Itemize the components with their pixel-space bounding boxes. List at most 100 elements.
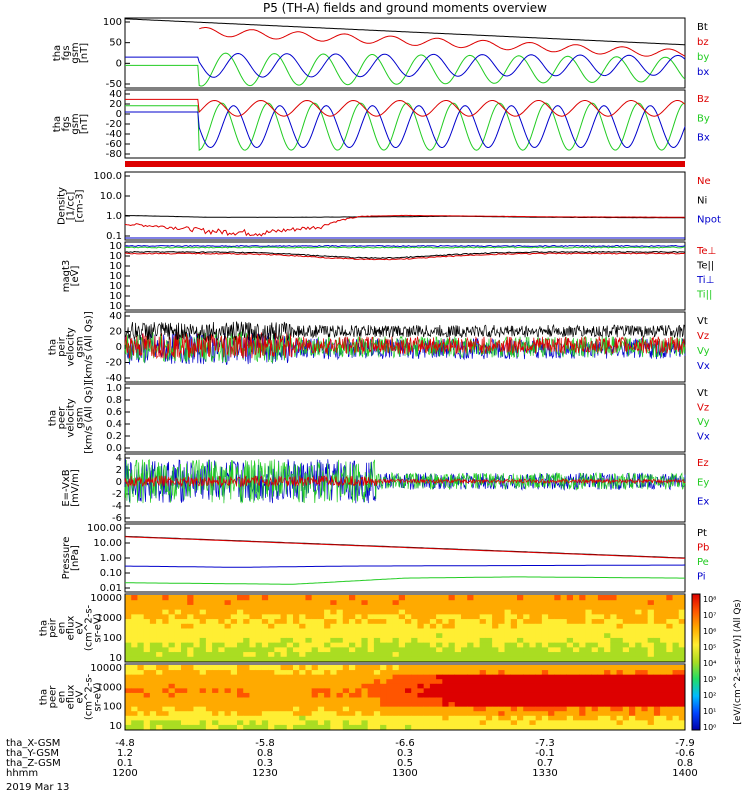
heat-cell — [187, 683, 194, 689]
legend-Ey: Ey — [697, 477, 709, 488]
heat-cell — [454, 719, 462, 725]
heat-cell — [510, 604, 518, 610]
heat-cell — [237, 637, 244, 643]
heat-cell — [268, 632, 275, 638]
heat-cell — [616, 595, 624, 601]
heat-cell — [261, 632, 269, 638]
series-temp — [124, 250, 686, 259]
heat-cell — [473, 628, 481, 634]
heat-cell — [187, 613, 194, 620]
heat-cell — [274, 719, 282, 725]
heat-cell — [156, 715, 163, 721]
heat-cell — [448, 678, 456, 684]
heat-cell — [205, 687, 213, 693]
heat-cell — [149, 599, 157, 605]
heat-cell — [566, 628, 574, 634]
heat-cell — [317, 724, 325, 730]
heat-cell — [591, 678, 599, 684]
heat-cell — [454, 642, 462, 648]
heat-cell — [386, 715, 394, 721]
ylabel-line: eflux — [66, 616, 77, 641]
heat-cell — [156, 701, 163, 707]
heat-cell — [367, 618, 375, 624]
heat-cell — [324, 692, 331, 698]
heat-cell — [560, 646, 568, 653]
heat-cell — [311, 595, 319, 601]
legend-Bz: Bz — [697, 94, 709, 105]
heat-cell — [411, 665, 418, 671]
heat-cell — [280, 651, 288, 657]
heat-cell — [436, 674, 443, 680]
heat-cell — [261, 692, 269, 698]
heat-cell — [361, 642, 369, 648]
heat-cell — [523, 646, 530, 653]
heat-cell — [212, 724, 219, 730]
heat-cell — [137, 665, 145, 671]
heat-cell — [411, 646, 418, 653]
xaxis-value: -0.6 — [675, 748, 695, 759]
heat-cell — [324, 715, 331, 721]
ytick-label: 10 — [109, 271, 122, 282]
heat-cell — [268, 651, 275, 657]
heat-cell — [647, 651, 655, 657]
heat-cell — [311, 674, 319, 680]
heat-cell — [641, 710, 649, 716]
heat-cell — [218, 642, 226, 648]
heat-cell — [398, 683, 406, 689]
heat-cell — [224, 656, 232, 662]
ytick-label: 0.01 — [100, 583, 122, 594]
ylabel-line: sr-eV) — [93, 613, 104, 642]
heat-cell — [293, 697, 300, 703]
heat-cell — [317, 623, 325, 629]
heat-cell — [591, 642, 599, 648]
heat-cell — [137, 719, 145, 725]
heat-cell — [199, 642, 207, 648]
legend-by: by — [697, 52, 709, 63]
heat-cell — [423, 613, 431, 620]
heat-cell — [454, 613, 462, 620]
heat-cell — [305, 724, 313, 730]
heat-cell — [629, 628, 636, 634]
heat-cell — [635, 637, 642, 643]
heat-cell — [162, 613, 170, 620]
heat-cell — [622, 613, 630, 620]
heat-cell — [355, 669, 362, 675]
heat-cell — [467, 674, 474, 680]
heat-cell — [212, 719, 219, 725]
heat-cell — [560, 632, 568, 638]
heat-cell — [261, 706, 269, 712]
heat-cell — [405, 609, 412, 615]
heat-cell — [591, 632, 599, 638]
heat-cell — [274, 692, 282, 698]
heat-cell — [647, 715, 655, 721]
heat-cell — [156, 710, 163, 716]
heat-cell — [417, 719, 425, 725]
heat-cell — [579, 609, 586, 615]
heat-cell — [454, 687, 462, 693]
heat-cell — [317, 599, 325, 605]
ytick-label: 0.10 — [100, 568, 122, 579]
heat-cell — [230, 674, 238, 680]
xaxis-value: 0.5 — [397, 758, 413, 769]
ytick-label: 1.0 — [106, 383, 122, 394]
heat-cell — [367, 646, 375, 653]
heat-cell — [193, 697, 201, 703]
heat-cell — [635, 604, 642, 610]
heat-cell — [660, 609, 667, 615]
heat-cell — [299, 669, 306, 675]
heat-cell — [237, 715, 244, 721]
heat-cell — [212, 674, 219, 680]
heat-cell — [566, 678, 574, 684]
heat-cell — [610, 665, 618, 671]
heat-cell — [678, 599, 686, 605]
heat-cell — [566, 656, 574, 662]
heat-cell — [461, 719, 468, 725]
heat-cell — [436, 599, 443, 605]
heat-cell — [666, 628, 674, 634]
heat-cell — [579, 618, 586, 624]
heat-cell — [548, 710, 555, 716]
heat-cell — [573, 651, 580, 657]
heat-cell — [193, 710, 201, 716]
heat-cell — [205, 683, 213, 689]
heat-cell — [392, 683, 400, 689]
